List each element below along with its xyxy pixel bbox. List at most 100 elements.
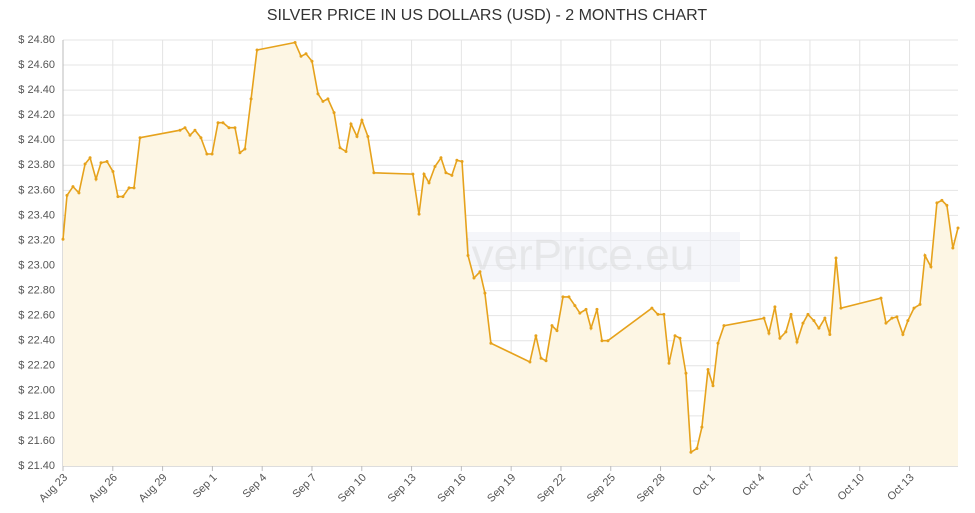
y-tick-label: $ 21.80 <box>18 410 55 422</box>
point <box>460 160 464 164</box>
point <box>667 361 671 365</box>
point <box>65 193 69 197</box>
point <box>906 319 910 323</box>
x-tick-label: Oct 10 <box>836 472 867 503</box>
point <box>678 336 682 340</box>
point <box>249 97 253 101</box>
point <box>483 291 487 295</box>
point <box>99 161 103 165</box>
point <box>795 340 799 344</box>
point <box>121 195 125 199</box>
point <box>879 296 883 300</box>
point <box>310 59 314 63</box>
point <box>923 254 927 258</box>
point <box>773 305 777 309</box>
y-tick-label: $ 21.60 <box>18 435 55 447</box>
point <box>439 156 443 160</box>
point <box>673 334 677 338</box>
point <box>94 177 98 181</box>
x-tick-label: Sep 19 <box>485 472 518 505</box>
point <box>918 302 922 306</box>
point <box>823 316 827 320</box>
x-tick-label: Sep 7 <box>290 472 319 501</box>
point <box>539 356 543 360</box>
point <box>71 185 75 189</box>
point <box>338 146 342 150</box>
x-tick-label: Oct 13 <box>885 472 916 503</box>
point <box>935 201 939 205</box>
point <box>355 134 359 138</box>
y-tick-label: $ 23.00 <box>18 259 55 271</box>
point <box>360 118 364 122</box>
point <box>828 332 832 336</box>
point <box>951 246 955 250</box>
point <box>255 48 259 52</box>
point <box>105 160 109 164</box>
point <box>716 341 720 345</box>
point <box>650 306 654 310</box>
point <box>238 151 242 155</box>
point <box>433 165 437 169</box>
point <box>132 186 136 190</box>
point <box>595 307 599 311</box>
point <box>555 329 559 333</box>
point <box>895 315 899 319</box>
point <box>567 295 571 299</box>
x-tick-label: Sep 4 <box>241 472 270 501</box>
point <box>188 133 192 137</box>
point <box>88 156 92 160</box>
y-tick-label: $ 24.00 <box>18 134 55 146</box>
point <box>656 312 660 316</box>
point <box>83 162 87 166</box>
y-tick-label: $ 23.40 <box>18 209 55 221</box>
point <box>221 121 225 125</box>
x-tick-label: Sep 16 <box>435 472 468 505</box>
point <box>61 237 65 241</box>
point <box>116 195 120 199</box>
point <box>411 172 415 176</box>
point <box>427 181 431 185</box>
point <box>706 368 710 372</box>
y-tick-label: $ 24.20 <box>18 109 55 121</box>
point <box>77 191 81 195</box>
point <box>127 186 131 190</box>
x-tick-label: Sep 13 <box>386 472 419 505</box>
point <box>478 270 482 274</box>
point <box>472 276 476 280</box>
point <box>606 339 610 343</box>
x-tick-label: Sep 10 <box>336 472 369 505</box>
point <box>444 171 448 175</box>
point <box>662 312 666 316</box>
x-tick-label: Sep 22 <box>535 472 568 505</box>
point <box>544 359 548 363</box>
point <box>901 332 905 336</box>
x-tick-label: Oct 7 <box>790 472 817 499</box>
point <box>711 384 715 388</box>
point <box>332 111 336 115</box>
x-tick-label: Oct 1 <box>690 472 717 499</box>
y-tick-label: $ 24.60 <box>18 59 55 71</box>
point <box>695 446 699 450</box>
point <box>466 254 470 258</box>
x-tick-label: Oct 4 <box>740 472 767 499</box>
y-tick-label: $ 21.40 <box>18 460 55 472</box>
point <box>578 311 582 315</box>
x-tick-label: Sep 1 <box>191 472 220 501</box>
x-tick-label: Sep 25 <box>585 472 618 505</box>
y-tick-label: $ 22.60 <box>18 310 55 322</box>
point <box>205 152 209 156</box>
point <box>216 121 220 125</box>
point <box>778 336 782 340</box>
point <box>573 304 577 308</box>
point <box>890 316 894 320</box>
point <box>784 330 788 334</box>
x-tick-label: Aug 23 <box>37 472 70 505</box>
y-tick-label: $ 24.40 <box>18 84 55 96</box>
point <box>834 256 838 260</box>
y-tick-label: $ 23.80 <box>18 159 55 171</box>
point <box>584 307 588 311</box>
point <box>689 450 693 454</box>
point <box>762 316 766 320</box>
point <box>839 306 843 310</box>
